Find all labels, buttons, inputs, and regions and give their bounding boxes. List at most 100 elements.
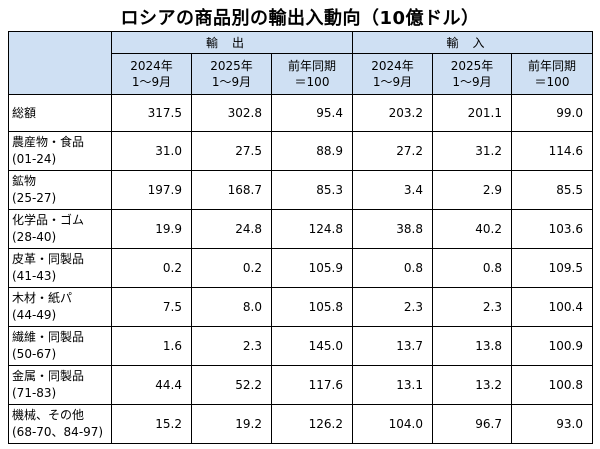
value-cell: 168.7 <box>191 170 272 210</box>
value-cell: 0.2 <box>111 248 192 288</box>
category-name: 皮革・同製品 <box>12 252 85 266</box>
value-cell: 24.8 <box>191 209 272 249</box>
category-cell: 機械、その他 (68-70、84-97) <box>8 404 112 444</box>
import-group-header: 輸入 <box>352 31 593 54</box>
value-cell: 52.2 <box>191 365 272 405</box>
category-name: 金属・同製品 <box>12 369 85 383</box>
category-name: 繊維・同製品 <box>12 330 85 344</box>
category-cell: 総額 <box>8 94 112 132</box>
value-cell: 1.6 <box>111 326 192 366</box>
value-cell: 124.8 <box>271 209 353 249</box>
value-cell: 126.2 <box>271 404 353 444</box>
category-code: (50-67) <box>12 347 57 361</box>
value-cell: 7.5 <box>111 287 192 327</box>
corner-cell <box>8 31 112 95</box>
value-cell: 0.2 <box>191 248 272 288</box>
value-cell: 302.8 <box>191 94 272 132</box>
value-cell: 93.0 <box>511 404 593 444</box>
value-cell: 0.8 <box>352 248 433 288</box>
value-cell: 104.0 <box>352 404 433 444</box>
value-cell: 44.4 <box>111 365 192 405</box>
value-cell: 145.0 <box>271 326 353 366</box>
value-cell: 27.2 <box>352 131 433 171</box>
category-name: 木材・紙パ <box>12 291 73 305</box>
page-title: ロシアの商品別の輸出入動向（10億ドル） <box>120 8 480 29</box>
value-cell: 3.4 <box>352 170 433 210</box>
trade-table: 輸出 輸入 2024年 1～9月 2025年 1～9月 前年同期 ＝100 2024年… <box>8 31 593 444</box>
value-cell: 201.1 <box>432 94 512 132</box>
value-cell: 31.2 <box>432 131 512 171</box>
category-code: (68-70、84-97) <box>12 425 104 439</box>
value-cell: 88.9 <box>271 131 353 171</box>
category-code: (25-27) <box>12 191 57 205</box>
table-row: 機械、その他 (68-70、84-97) 15.2 19.2 126.2 104.… <box>8 404 593 444</box>
value-cell: 114.6 <box>511 131 593 171</box>
export-group-header: 輸出 <box>111 31 353 54</box>
value-cell: 109.5 <box>511 248 593 288</box>
value-cell: 105.8 <box>271 287 353 327</box>
value-cell: 19.2 <box>191 404 272 444</box>
value-cell: 96.7 <box>432 404 512 444</box>
category-cell: 皮革・同製品 (41-43) <box>8 248 112 288</box>
value-cell: 8.0 <box>191 287 272 327</box>
value-cell: 99.0 <box>511 94 593 132</box>
category-name: 鉱物 <box>12 174 37 188</box>
value-cell: 2.3 <box>191 326 272 366</box>
category-cell: 鉱物 (25-27) <box>8 170 112 210</box>
category-code: (71-83) <box>12 386 57 400</box>
category-name: 農産物・食品 <box>12 135 85 149</box>
column-header-export-2025: 2025年 1～9月 <box>191 53 272 95</box>
value-cell: 95.4 <box>271 94 353 132</box>
value-cell: 85.3 <box>271 170 353 210</box>
column-header-import-2025: 2025年 1～9月 <box>432 53 512 95</box>
value-cell: 40.2 <box>432 209 512 249</box>
column-header-export-yoy: 前年同期 ＝100 <box>271 53 353 95</box>
value-cell: 27.5 <box>191 131 272 171</box>
category-name: 総額 <box>12 105 37 120</box>
value-cell: 85.5 <box>511 170 593 210</box>
value-cell: 100.8 <box>511 365 593 405</box>
category-cell: 農産物・食品 (01-24) <box>8 131 112 171</box>
value-cell: 197.9 <box>111 170 192 210</box>
value-cell: 13.2 <box>432 365 512 405</box>
table-row: 皮革・同製品 (41-43) 0.2 0.2 105.9 0.8 0.8 109.… <box>8 248 593 288</box>
value-cell: 0.8 <box>432 248 512 288</box>
category-cell: 繊維・同製品 (50-67) <box>8 326 112 366</box>
value-cell: 105.9 <box>271 248 353 288</box>
value-cell: 31.0 <box>111 131 192 171</box>
table-row: 木材・紙パ (44-49) 7.5 8.0 105.8 2.3 2.3 100.4 <box>8 287 593 327</box>
column-header-import-yoy: 前年同期 ＝100 <box>511 53 593 95</box>
category-name: 機械、その他 <box>12 408 85 422</box>
category-code: (01-24) <box>12 152 57 166</box>
value-cell: 117.6 <box>271 365 353 405</box>
value-cell: 13.7 <box>352 326 433 366</box>
category-cell: 金属・同製品 (71-83) <box>8 365 112 405</box>
category-code: (41-43) <box>12 269 57 283</box>
value-cell: 2.9 <box>432 170 512 210</box>
category-code: (28-40) <box>12 230 57 244</box>
table-header: 輸出 輸入 2024年 1～9月 2025年 1～9月 前年同期 ＝100 2024年… <box>8 31 593 95</box>
table-row: 金属・同製品 (71-83) 44.4 52.2 117.6 13.1 13.2 … <box>8 365 593 405</box>
value-cell: 203.2 <box>352 94 433 132</box>
table-row: 鉱物 (25-27) 197.9 168.7 85.3 3.4 2.9 85.5 <box>8 170 593 210</box>
value-cell: 19.9 <box>111 209 192 249</box>
category-cell: 化学品・ゴム (28-40) <box>8 209 112 249</box>
table-row: 化学品・ゴム (28-40) 19.9 24.8 124.8 38.8 40.2 … <box>8 209 593 249</box>
value-cell: 100.9 <box>511 326 593 366</box>
value-cell: 38.8 <box>352 209 433 249</box>
category-code: (44-49) <box>12 308 57 322</box>
column-header-export-2024: 2024年 1～9月 <box>111 53 192 95</box>
value-cell: 2.3 <box>432 287 512 327</box>
value-cell: 13.8 <box>432 326 512 366</box>
value-cell: 13.1 <box>352 365 433 405</box>
category-cell: 木材・紙パ (44-49) <box>8 287 112 327</box>
value-cell: 2.3 <box>352 287 433 327</box>
table-row: 総額 317.5 302.8 95.4 203.2 201.1 99.0 <box>8 94 593 132</box>
value-cell: 317.5 <box>111 94 192 132</box>
category-name: 化学品・ゴム <box>12 213 85 227</box>
table-row: 農産物・食品 (01-24) 31.0 27.5 88.9 27.2 31.2 1… <box>8 131 593 171</box>
value-cell: 15.2 <box>111 404 192 444</box>
table-body: 総額 317.5 302.8 95.4 203.2 201.1 99.0 農産物… <box>8 94 593 444</box>
column-header-import-2024: 2024年 1～9月 <box>352 53 433 95</box>
table-row: 繊維・同製品 (50-67) 1.6 2.3 145.0 13.7 13.8 10… <box>8 326 593 366</box>
